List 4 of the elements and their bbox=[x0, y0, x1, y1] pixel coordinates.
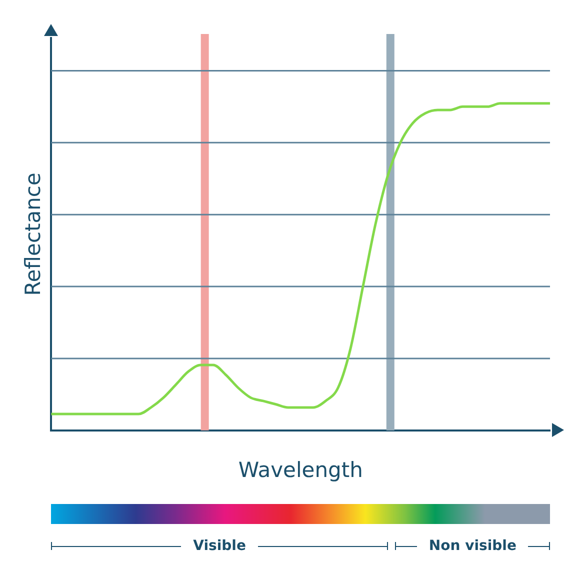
text: Non visible bbox=[428, 538, 518, 554]
text: Visible bbox=[192, 538, 247, 554]
x-axis-title: Wavelength bbox=[238, 458, 363, 482]
y-axis-title: Reflectance bbox=[21, 172, 46, 296]
